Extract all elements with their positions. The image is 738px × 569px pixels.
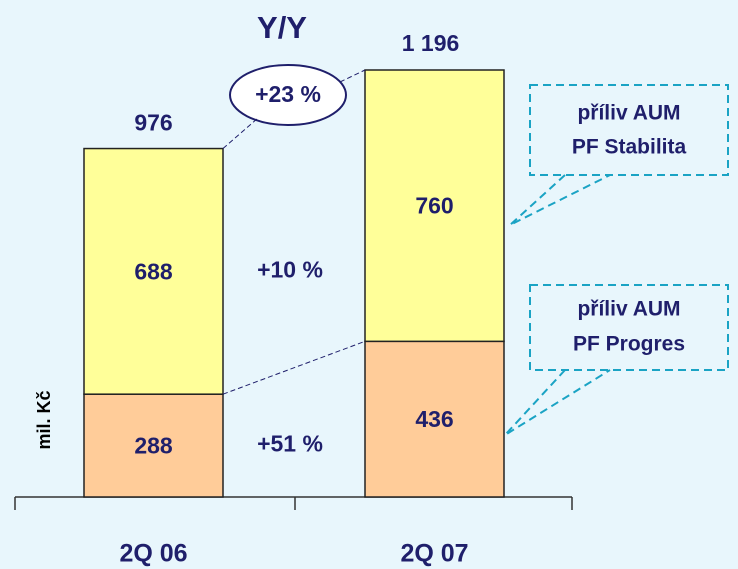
- callout-frames: [504, 84, 729, 436]
- bar-segment: [83, 147, 224, 395]
- yoy-ellipse: [229, 64, 347, 126]
- x-tick-label: 2Q 07: [400, 540, 468, 568]
- bar-segment: [83, 393, 224, 498]
- callout-text: PF Progres: [573, 333, 685, 356]
- connector: [339, 69, 366, 83]
- bar-segment: [364, 340, 505, 498]
- callout-text: příliv AUM: [577, 102, 680, 125]
- value-label: 760: [415, 193, 453, 219]
- callout-text: příliv AUM: [577, 298, 680, 321]
- growth-label: +10 %: [257, 256, 323, 282]
- x-tick-label: 2Q 06: [119, 540, 187, 568]
- value-label: 436: [415, 406, 453, 432]
- value-label: 688: [134, 258, 173, 284]
- callout-box: [531, 86, 727, 174]
- callout-text: PF Stabilita: [572, 136, 687, 159]
- y-axis-label: mil. Kč: [34, 390, 54, 449]
- total-label: 976: [134, 110, 172, 136]
- callout-box: [531, 286, 727, 369]
- connector: [222, 340, 366, 395]
- yoy-total: +23 %: [255, 81, 321, 107]
- yoy-title: Y/Y: [257, 10, 307, 45]
- growth-label: +51 %: [257, 431, 323, 457]
- total-label: 1 196: [402, 30, 460, 56]
- bar-segment: [364, 69, 505, 343]
- value-label: 288: [134, 433, 173, 459]
